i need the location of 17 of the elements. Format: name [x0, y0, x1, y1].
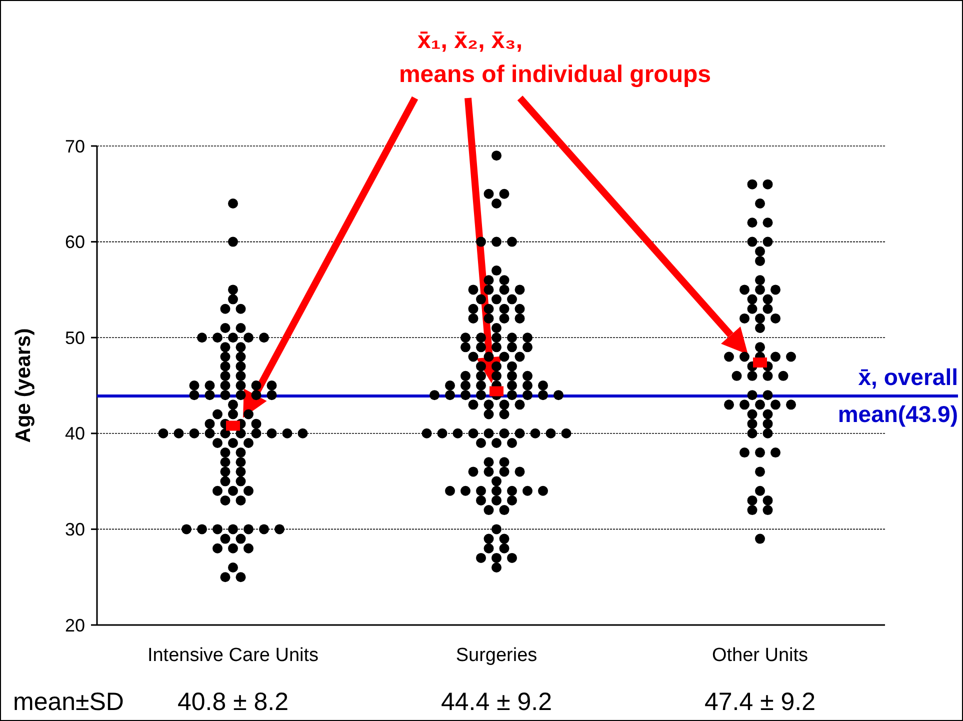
ref-line-label: x̄, overall mean(43.9)	[838, 364, 958, 428]
y-tick-label: 40	[64, 424, 85, 444]
y-tick-label: 60	[64, 232, 85, 252]
x-tick-label: Other Units	[712, 645, 808, 666]
y-tick-label: 50	[64, 328, 85, 348]
text: 44.4 ± 9.2	[440, 688, 552, 716]
y-tick-label: 70	[64, 136, 85, 156]
y-tick-label: 30	[64, 520, 85, 540]
x-tick-label: Intensive Care Units	[147, 645, 319, 666]
text: mean±SD	[13, 688, 124, 716]
y-tick-label: 20	[64, 615, 85, 636]
text: 40.8 ± 8.2	[177, 688, 289, 716]
text: 47.4 ± 9.2	[704, 688, 816, 716]
y-axis-title: Age (years)	[12, 328, 35, 443]
text: means of individual groups	[398, 61, 712, 88]
text: x̄₁, x̄₂, x̄₃,	[417, 27, 523, 54]
x-tick-label: Surgeries	[456, 645, 538, 666]
